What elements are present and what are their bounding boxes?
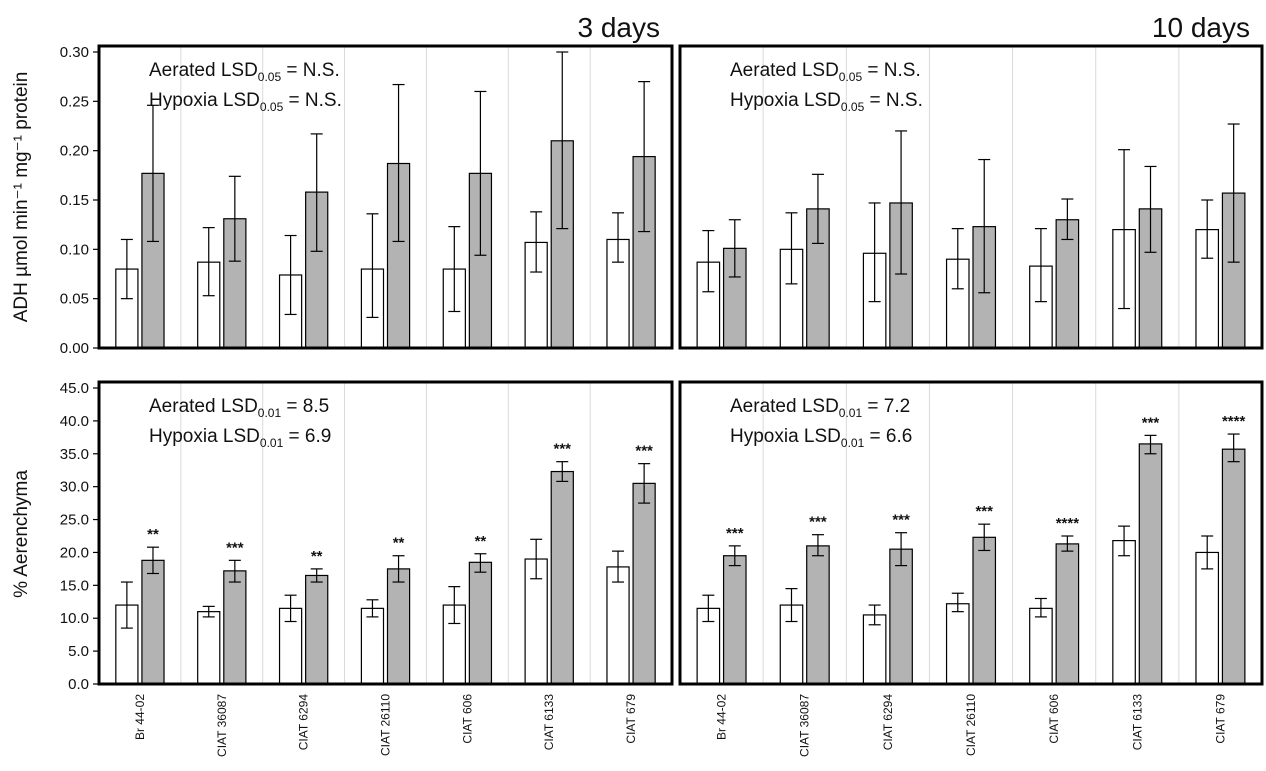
category-label: CIAT 679 — [624, 694, 638, 744]
significance-label: *** — [975, 503, 993, 520]
ylabel-adh: ADH µmol min⁻¹ mg⁻¹ protein — [11, 72, 32, 323]
hypoxia-bar — [1138, 443, 1163, 685]
panel-3: *** Br 44-02 *** CIAT 36087 *** CIAT 6294 *** C… — [678, 380, 1264, 757]
hypoxia-bar — [972, 536, 997, 685]
category-label: CIAT 679 — [1213, 694, 1227, 744]
significance-label: ** — [311, 548, 323, 565]
y-tick-label: 0.0 — [68, 676, 89, 693]
category-label: CIAT 6133 — [1130, 694, 1144, 751]
panel-frame — [97, 44, 674, 350]
lsd-annotation: Aerated LSD0.05 = N.S. — [730, 60, 921, 84]
significance-label: *** — [226, 539, 244, 556]
panel-2: 0.0 5.0 10.0 15.0 20.0 25.0 30.0 35.0 40.0 45.0 **… — [60, 380, 674, 757]
category-label: CIAT 606 — [1047, 694, 1061, 744]
lsd-annotation: Hypoxia LSD0.01 = 6.9 — [149, 426, 331, 450]
aerated-bar — [945, 603, 970, 685]
hypoxia-bar — [632, 482, 656, 685]
y-tick-label: 35.0 — [60, 446, 89, 463]
aerated-bar — [360, 607, 385, 685]
y-tick-label: 0.10 — [60, 241, 89, 258]
hypoxia-bar — [386, 568, 411, 685]
y-tick-label: 0.15 — [60, 192, 89, 209]
panels-group: 0.00 0.05 0.10 0.15 0.20 0.25 0.30 Aerated LSD0… — [60, 44, 1264, 757]
panel-1: Aerated LSD0.05 = N.S. Hypoxia LSD0.05 = … — [678, 44, 1264, 350]
hypoxia-bar — [550, 470, 574, 685]
lsd-annotation: Hypoxia LSD0.05 = N.S. — [730, 90, 923, 114]
significance-label: *** — [892, 512, 910, 529]
category-label: Br 44-02 — [133, 694, 147, 740]
category-label: CIAT 6133 — [542, 694, 556, 751]
ylabel-aerenchyma: % Aerenchyma — [11, 470, 32, 598]
aerated-bar — [1029, 607, 1053, 685]
significance-label: ** — [393, 535, 405, 552]
hypoxia-bar — [305, 574, 329, 685]
significance-label: *** — [809, 514, 827, 531]
category-label: CIAT 36087 — [215, 694, 229, 757]
aerated-bar — [1195, 551, 1220, 685]
significance-label: **** — [1222, 413, 1246, 430]
category-label: CIAT 26110 — [379, 694, 393, 756]
y-tick-label: 0.00 — [60, 340, 89, 357]
y-tick-label: 30.0 — [60, 479, 89, 496]
y-tick-label: 0.20 — [60, 143, 89, 160]
y-tick-label: 0.30 — [60, 44, 89, 61]
hypoxia-bar — [889, 548, 913, 685]
significance-label: *** — [726, 525, 744, 542]
hypoxia-bar — [1221, 448, 1246, 685]
aerated-bar — [606, 566, 630, 685]
hypoxia-bar — [468, 561, 493, 685]
aerated-bar — [1112, 540, 1136, 685]
significance-label: *** — [635, 443, 653, 460]
hypoxia-bar — [141, 559, 165, 685]
category-label: CIAT 6294 — [881, 694, 895, 751]
hypoxia-bar — [806, 545, 830, 685]
lsd-annotation: Hypoxia LSD0.05 = N.S. — [149, 90, 342, 114]
panel-0: 0.00 0.05 0.10 0.15 0.20 0.25 0.30 Aerated LSD0… — [60, 44, 674, 357]
panel-frame — [678, 380, 1264, 686]
significance-label: *** — [554, 441, 572, 458]
significance-label: **** — [1056, 515, 1080, 532]
y-tick-label: 5.0 — [68, 643, 89, 660]
y-tick-label: 15.0 — [60, 577, 89, 594]
significance-label: ** — [147, 526, 159, 543]
lsd-annotation: Aerated LSD0.01 = 8.5 — [149, 396, 329, 420]
y-tick-label: 10.0 — [60, 610, 89, 627]
y-tick-label: 20.0 — [60, 544, 89, 561]
lsd-annotation: Aerated LSD0.05 = N.S. — [149, 60, 340, 84]
panel-frame — [97, 380, 674, 686]
category-label: CIAT 606 — [460, 694, 474, 744]
lsd-annotation: Hypoxia LSD0.01 = 6.6 — [730, 426, 912, 450]
hypoxia-bar — [223, 570, 247, 685]
significance-label: ** — [475, 533, 487, 550]
col-title-3-days: 3 days — [578, 12, 661, 43]
panel-frame — [678, 44, 1264, 350]
y-tick-label: 45.0 — [60, 380, 89, 397]
lsd-annotation: Aerated LSD0.01 = 7.2 — [730, 396, 910, 420]
y-tick-label: 25.0 — [60, 512, 89, 529]
aerated-bar — [197, 611, 221, 685]
category-label: CIAT 26110 — [964, 694, 978, 756]
significance-label: *** — [1142, 414, 1160, 431]
y-tick-label: 40.0 — [60, 413, 89, 430]
y-tick-label: 0.25 — [60, 93, 89, 110]
category-label: Br 44-02 — [715, 694, 729, 740]
hypoxia-bar — [1055, 543, 1080, 685]
hypoxia-bar — [722, 555, 747, 685]
category-label: CIAT 6294 — [297, 694, 311, 751]
y-tick-label: 0.05 — [60, 291, 89, 308]
category-label: CIAT 36087 — [798, 694, 812, 757]
col-title-10-days: 10 days — [1152, 12, 1250, 43]
